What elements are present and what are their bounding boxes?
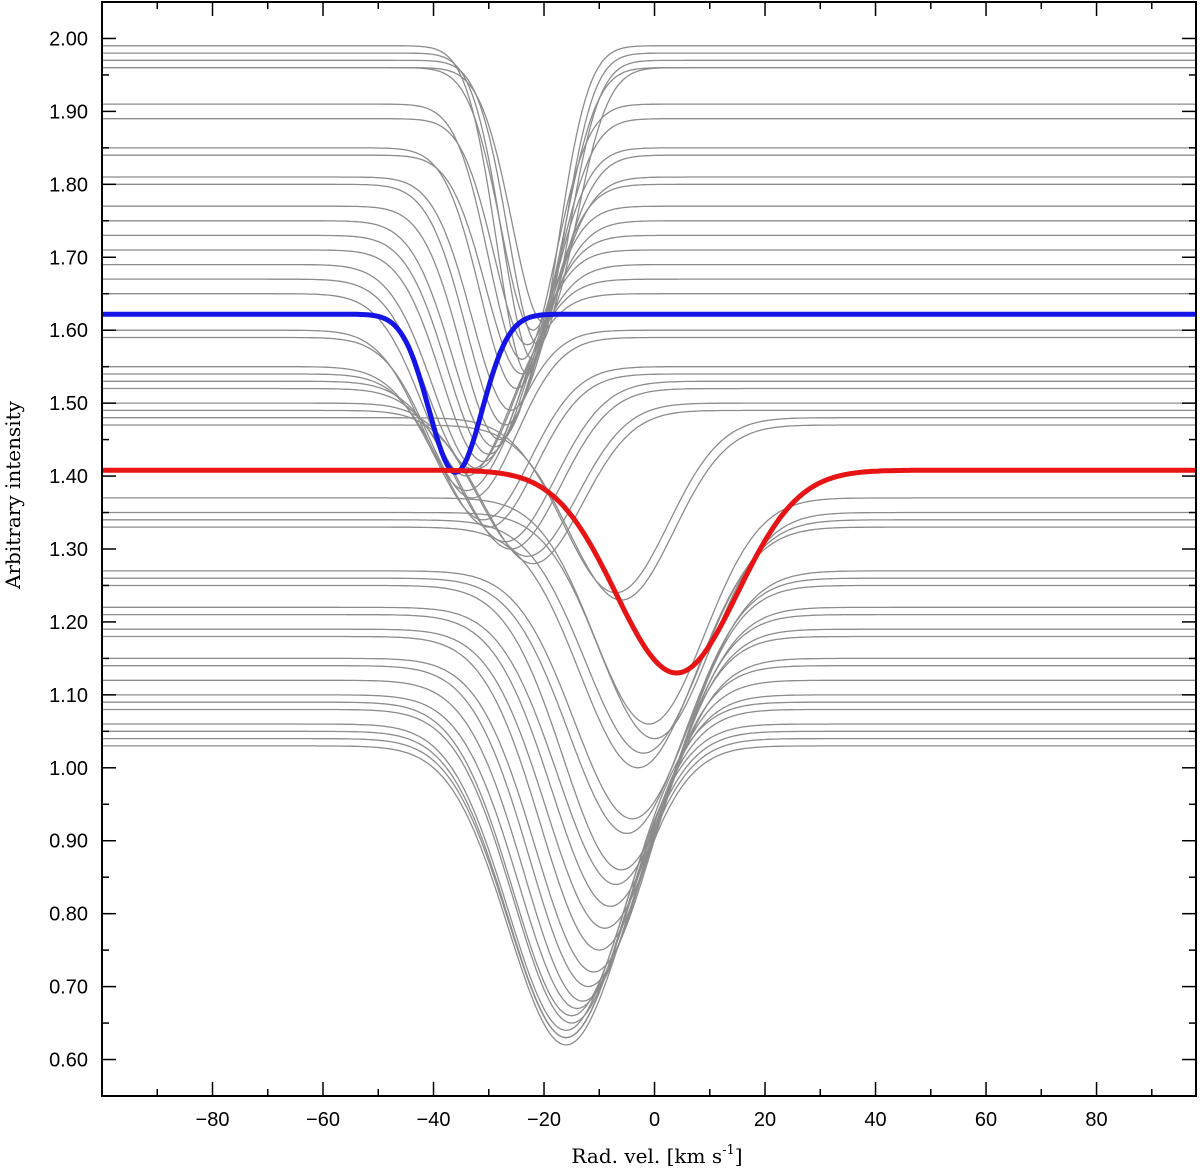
gray-profile-line-49 [102,745,1196,1046]
gray-profile-line-16 [102,263,1196,470]
gray-profile-line-2 [102,52,1196,361]
gray-profile-group [102,45,1196,1046]
x-tick-label: 80 [1085,1109,1107,1131]
gray-profile-line-46 [102,723,1196,1032]
gray-profile-line-39 [102,635,1196,951]
gray-profile-line-6 [102,103,1196,361]
y-tick-label: 1.60 [49,320,88,342]
gray-profile-line-25 [102,402,1196,557]
gray-profile-line-9 [102,154,1196,375]
gray-profile-line-7 [102,118,1196,346]
gray-profile-line-34 [102,577,1196,835]
x-tick-label: −60 [306,1109,340,1131]
gray-profile-line-14 [102,234,1196,455]
x-tick-label: −80 [196,1109,230,1131]
x-axis-label-sup: -1 [722,1143,735,1158]
gray-profile-line-21 [102,366,1196,521]
gray-profile-line-5 [102,66,1196,324]
gray-profile-line-13 [102,220,1196,448]
gray-profile-line-12 [102,205,1196,441]
gray-profile-line-11 [102,183,1196,426]
x-tick-label: 0 [649,1109,660,1131]
y-tick-label: 0.90 [49,831,88,853]
x-tick-label: 40 [864,1109,886,1131]
gray-profile-line-10 [102,176,1196,412]
gray-profile-line-32 [102,526,1196,769]
gray-profile-line-19 [102,329,1196,492]
x-tick-label: 60 [975,1109,997,1131]
x-tick-label: −20 [527,1109,561,1131]
gray-profile-line-18 [102,293,1196,477]
y-tick-label: 0.70 [49,977,88,999]
y-tick-label: 1.40 [49,466,88,488]
gray-profile-line-35 [102,584,1196,871]
gray-profile-line-27 [102,417,1196,594]
gray-profile-line-1 [102,45,1196,375]
gray-profile-line-41 [102,665,1196,988]
y-tick-label: 1.30 [49,539,88,561]
x-tick-label: 20 [754,1109,776,1131]
gray-profile-line-48 [102,737,1196,1039]
gray-profile-line-22 [102,373,1196,528]
y-tick-label: 0.80 [49,904,88,926]
gray-profile-line-23 [102,380,1196,543]
gray-profile-line-30 [102,511,1196,740]
gray-profile-line-17 [102,278,1196,470]
highlight-profile-group [102,311,1196,676]
gray-profile-line-47 [102,730,1196,1039]
x-axis-label: Rad. vel. [km s-1] [571,1143,742,1168]
y-tick-label: 1.00 [49,758,88,780]
gray-profile-line-15 [102,249,1196,463]
y-tick-label: 1.50 [49,393,88,415]
red-profile-line [102,467,1196,676]
gray-profile-line-29 [102,497,1196,725]
gray-profile-line-44 [102,701,1196,1017]
y-tick-label: 1.90 [49,101,88,123]
blue-profile-line [102,311,1196,475]
y-axis-label: Arbitrary intensity [1,400,25,590]
gray-profile-line-31 [102,519,1196,754]
y-tick-label: 1.70 [49,247,88,269]
gray-profile-line-20 [102,336,1196,499]
plot-frame [101,1,1197,1097]
gray-profile-line-8 [102,147,1196,390]
y-tick-label: 1.80 [49,174,88,196]
gray-profile-line-40 [102,657,1196,973]
gray-profile-line-33 [102,570,1196,820]
gray-profile-line-38 [102,628,1196,929]
gray-profile-line-26 [102,409,1196,565]
tick-group: −80 −60 −40 −20 0 20 40 60 80 0.60 0.70 0.80 0.90 1.0… [49,2,1196,1131]
gray-profile-line-24 [102,387,1196,550]
x-axis-label-text: Rad. vel. [km s [571,1144,722,1168]
x-axis-label-end: ] [735,1144,743,1168]
x-tick-label: −40 [417,1109,451,1131]
y-tick-label: 0.60 [49,1050,88,1072]
y-tick-label: 2.00 [49,28,88,50]
gray-profile-line-3 [102,59,1196,346]
gray-profile-line-45 [102,708,1196,1024]
gray-profile-line-4 [102,66,1196,331]
y-tick-label: 1.10 [49,685,88,707]
gray-profile-line-28 [102,424,1196,601]
y-tick-label: 1.20 [49,612,88,634]
